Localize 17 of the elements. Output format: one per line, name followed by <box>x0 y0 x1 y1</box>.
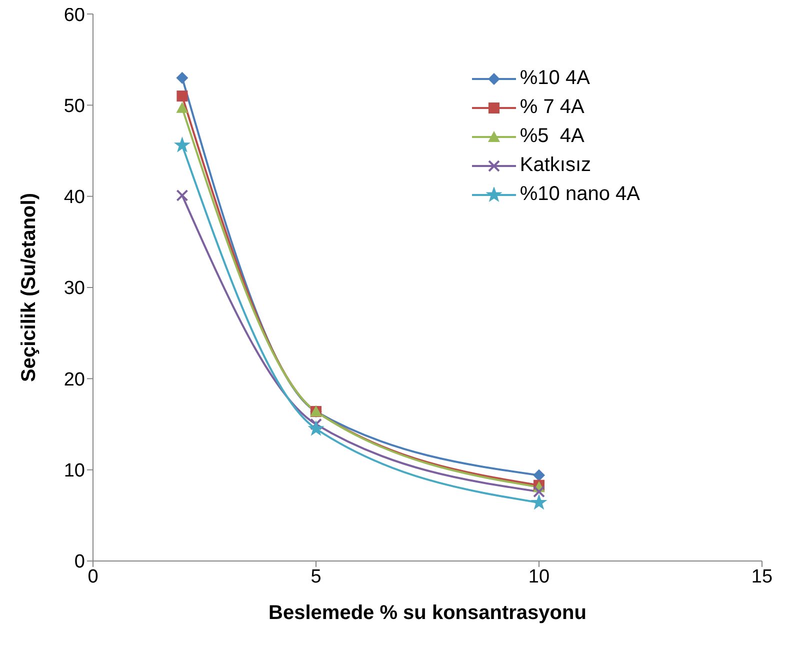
y-tick-label: 50 <box>64 96 85 117</box>
legend-label: % 7 4A <box>520 95 584 120</box>
y-tick-label: 10 <box>64 460 85 482</box>
legend-label: Katkısız <box>520 153 592 178</box>
x-tick-label: 15 <box>751 566 773 588</box>
y-tick-label: 30 <box>64 278 85 300</box>
y-tick-label: 20 <box>64 369 85 390</box>
y-tick-label: 40 <box>64 187 85 208</box>
legend-label: %10 nano 4A <box>520 182 640 207</box>
x-tick-label: 0 <box>88 566 98 588</box>
legend-label: %10 4A <box>520 66 590 91</box>
y-axis-title: Seçicilik (Su/etanol) <box>18 193 40 382</box>
x-axis-title: Beslemede % su konsantrasyonu <box>268 602 586 624</box>
x-tick-label: 10 <box>528 566 550 588</box>
x-tick-label: 5 <box>310 566 322 588</box>
legend-label: %5 4A <box>520 124 584 149</box>
y-tick-label: 0 <box>74 552 85 573</box>
